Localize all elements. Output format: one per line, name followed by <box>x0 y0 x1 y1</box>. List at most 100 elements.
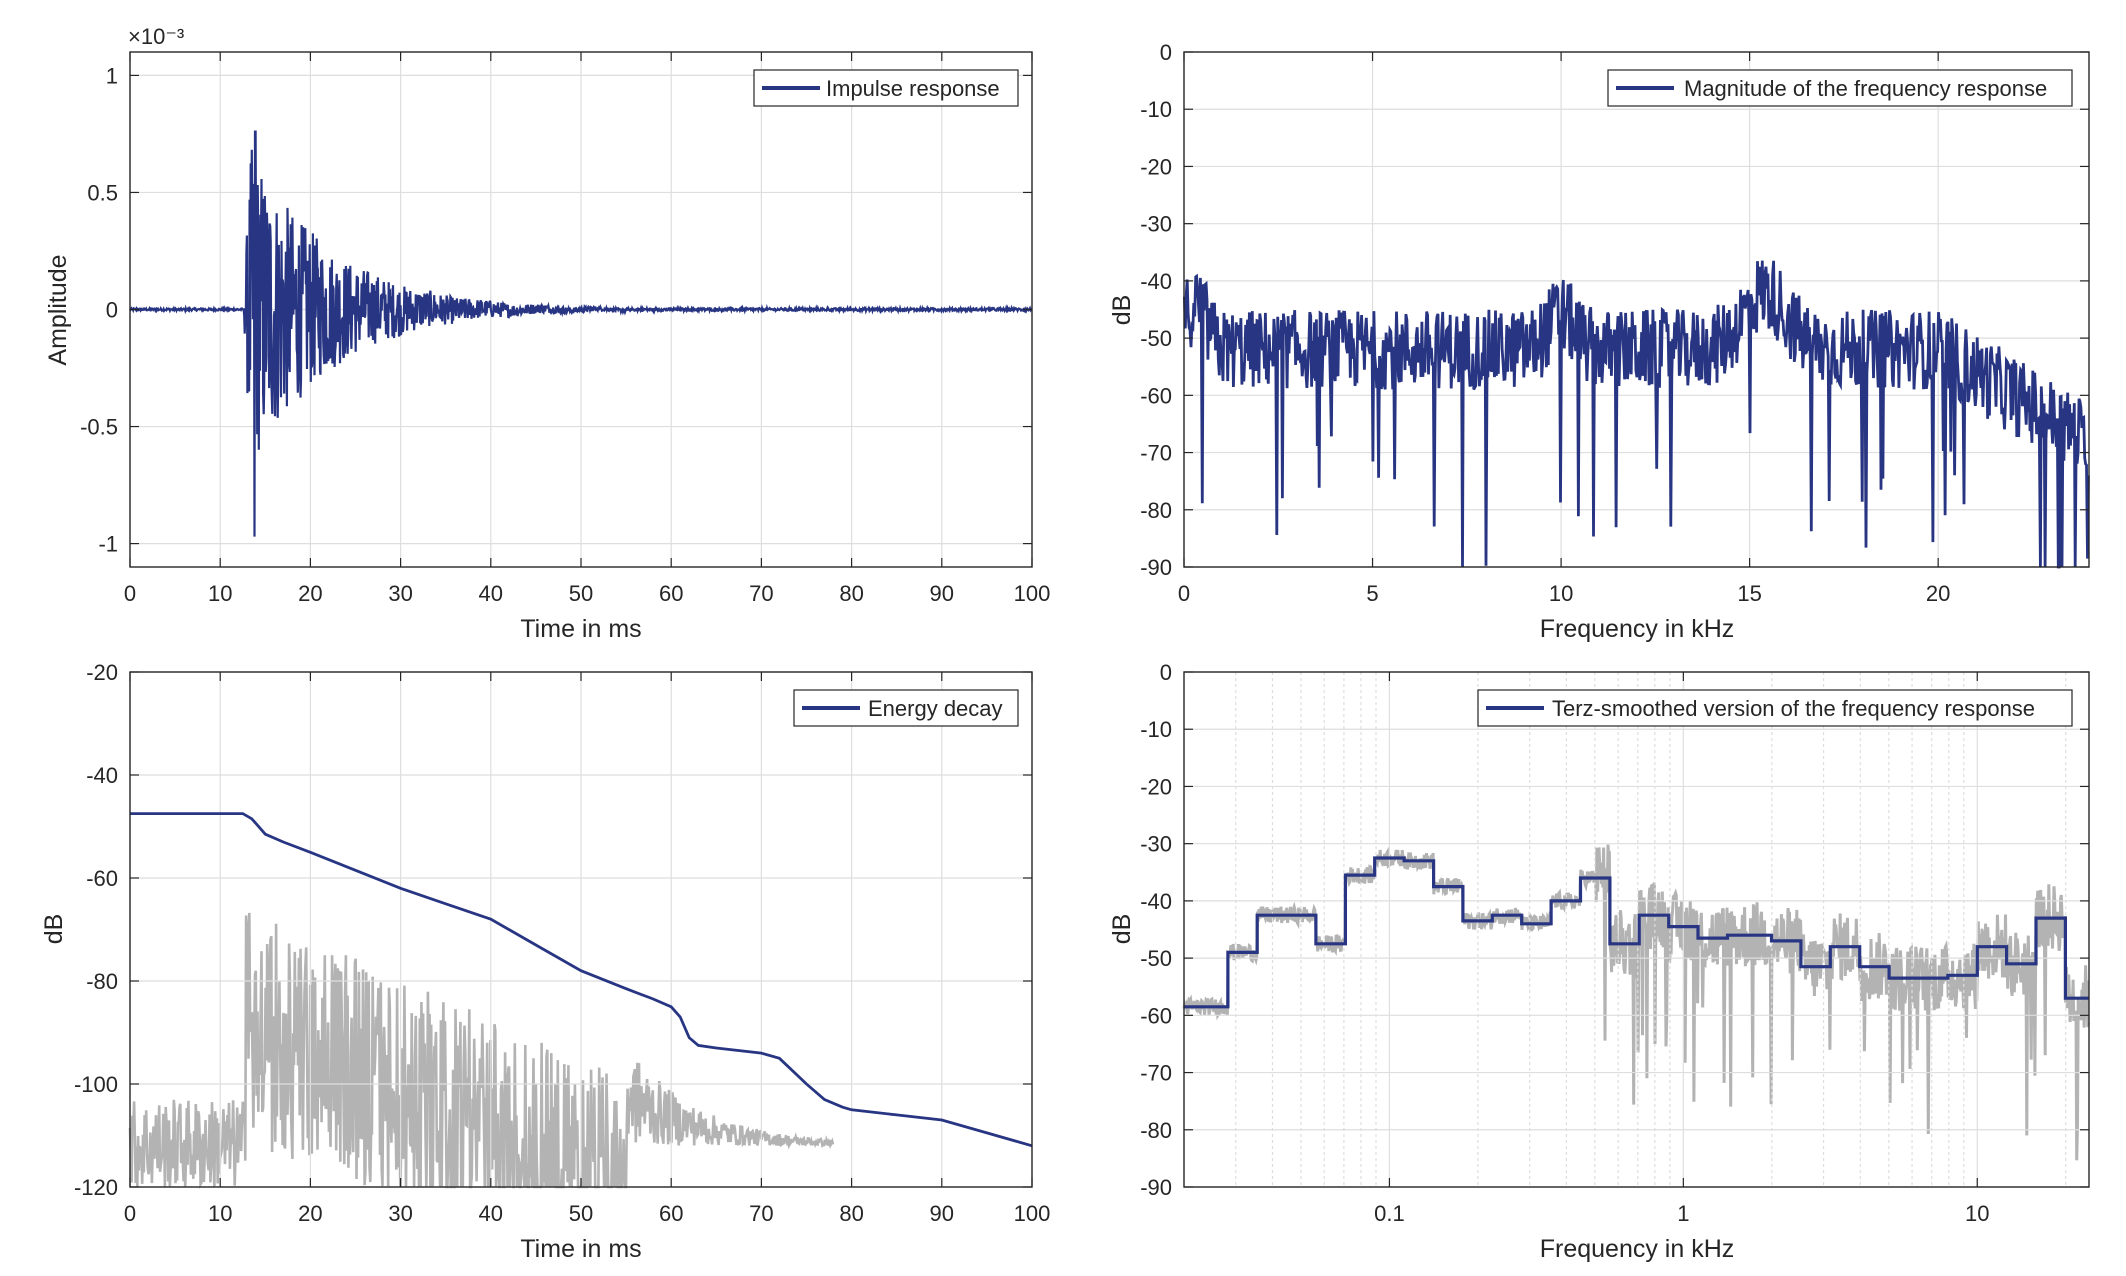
grid-lines <box>1183 51 2089 568</box>
x-tick-label: 50 <box>569 1201 593 1226</box>
y-tick-label: -30 <box>1140 832 1172 857</box>
y-exponent-label: ×10⁻³ <box>128 24 184 49</box>
y-tick-label: -60 <box>86 866 118 891</box>
y-tick-label: -20 <box>1140 154 1172 179</box>
x-tick-label: 0 <box>1178 581 1190 606</box>
axes-frame <box>1183 671 2090 1188</box>
legend-entry-magnitude: Magnitude of the frequency response <box>1684 76 2047 101</box>
impulse-response-line <box>129 130 1033 537</box>
axes-frame <box>1183 51 2090 568</box>
x-tick-label: 10 <box>1965 1201 1989 1226</box>
x-tick-labels: 0 5 10 15 20 <box>1178 581 1951 606</box>
x-axis-label: Frequency in kHz <box>1540 1235 1735 1263</box>
x-tick-label: 5 <box>1366 581 1378 606</box>
y-tick-label: -10 <box>1140 717 1172 742</box>
y-tick-label: -20 <box>1140 774 1172 799</box>
x-tick-label: 20 <box>1926 581 1950 606</box>
x-tick-label: 40 <box>479 581 503 606</box>
y-axis-label: dB <box>40 914 68 945</box>
y-axis-label: dB <box>1108 295 1136 326</box>
y-tick-label: -100 <box>74 1072 118 1097</box>
y-tick-label: 0 <box>1160 660 1172 685</box>
x-tick-label: 90 <box>930 1201 954 1226</box>
y-tick-labels: -20 -40 -60 -80 -100 -120 <box>74 660 118 1200</box>
y-tick-label: -50 <box>1140 946 1172 971</box>
x-tick-label: 90 <box>930 581 954 606</box>
x-tick-label: 80 <box>839 581 863 606</box>
y-tick-label: -40 <box>1140 889 1172 914</box>
legend-box <box>1607 69 2073 107</box>
y-tick-label: 0.5 <box>87 180 118 205</box>
y-tick-label: -90 <box>1140 555 1172 580</box>
x-tick-label: 70 <box>749 581 773 606</box>
y-axis-label: dB <box>1108 914 1136 945</box>
y-tick-label: 1 <box>106 63 118 88</box>
series-layer <box>1184 856 2089 1009</box>
axes-frame <box>129 671 1033 1188</box>
series-layer <box>129 130 1033 537</box>
y-tick-label: -40 <box>1140 269 1172 294</box>
x-tick-label: 0 <box>124 1201 136 1226</box>
y-tick-label: -10 <box>1140 97 1172 122</box>
x-tick-label: 60 <box>659 581 683 606</box>
y-tick-label: -70 <box>1140 1061 1172 1086</box>
legend-entry-terz-smoothed: Terz-smoothed version of the frequency r… <box>1552 696 2035 721</box>
y-tick-label: -50 <box>1140 326 1172 351</box>
legend-entry-energy-decay: Energy decay <box>868 696 1003 721</box>
x-tick-labels: 0.1 1 10 <box>1374 1201 1989 1226</box>
terz-smoothed-line <box>1184 856 2089 1009</box>
x-tick-label: 30 <box>388 1201 412 1226</box>
y-tick-label: -80 <box>86 969 118 994</box>
x-tick-label: 30 <box>388 581 412 606</box>
x-axis-label: Frequency in kHz <box>1540 615 1735 643</box>
y-axis-label: Amplitude <box>44 254 72 365</box>
legend-box <box>1477 689 2073 727</box>
energy-backdrop-line <box>128 912 835 1190</box>
x-tick-label: 80 <box>839 1201 863 1226</box>
y-tick-label: -20 <box>86 660 118 685</box>
x-tick-label: 20 <box>298 1201 322 1226</box>
y-tick-labels: 1 0.5 0 -0.5 -1 <box>80 63 118 556</box>
frequency-response-chart: 0 5 10 15 20 0 -10 -20 -30 -40 -50 -60 -70 -80 -90 Fr… <box>1108 40 2090 643</box>
x-tick-label: 10 <box>208 1201 232 1226</box>
axes-frame <box>129 51 1033 568</box>
plot-area-border <box>1183 671 2090 1188</box>
x-tick-label: 0 <box>124 581 136 606</box>
x-tick-label: 20 <box>298 581 322 606</box>
x-tick-label: 0.1 <box>1374 1201 1405 1226</box>
grid-lines <box>129 671 1033 1188</box>
plot-area-border <box>1183 51 2090 568</box>
x-tick-label: 1 <box>1677 1201 1689 1226</box>
chart-background-layer <box>1182 844 2090 1161</box>
y-tick-label: 0 <box>106 298 118 323</box>
x-tick-label: 100 <box>1014 1201 1051 1226</box>
x-tick-label: 10 <box>1549 581 1573 606</box>
y-tick-label: -60 <box>1140 1003 1172 1028</box>
y-tick-label: 0 <box>1160 40 1172 65</box>
energy-decay-chart: 0 10 20 30 40 50 60 70 80 90 100 -20-40-60-80-100-… <box>40 660 1050 1263</box>
legend: Terz-smoothed version of the frequency r… <box>1477 689 2073 727</box>
magnitude-line <box>1183 260 2090 569</box>
y-tick-label: -0.5 <box>80 415 118 440</box>
y-tick-label: -1 <box>98 532 118 557</box>
y-tick-label: -70 <box>1140 441 1172 466</box>
x-axis-label: Time in ms <box>520 615 641 643</box>
raw-response-backdrop-line <box>1182 844 2090 1161</box>
y-tick-label: -80 <box>1140 1118 1172 1143</box>
y-tick-label: -120 <box>74 1175 118 1200</box>
x-tick-label: 10 <box>208 581 232 606</box>
series-layer <box>1183 260 2090 569</box>
chart-background-layer <box>128 912 835 1190</box>
x-tick-labels: 0 10 20 30 40 50 60 70 80 90 100 <box>124 581 1050 606</box>
series-layer <box>130 812 1033 1148</box>
x-tick-label: 60 <box>659 1201 683 1226</box>
legend: Impulse response <box>753 69 1019 107</box>
legend: Magnitude of the frequency response <box>1607 69 2073 107</box>
legend: Energy decay <box>793 689 1019 727</box>
x-tick-label: 50 <box>569 581 593 606</box>
legend-entry-impulse-response: Impulse response <box>826 76 1000 101</box>
y-tick-labels: 0 -10 -20 -30 -40 -50 -60 -70 -80 -90 <box>1140 660 1172 1200</box>
x-tick-labels: 0 10 20 30 40 50 60 70 80 90 100 <box>124 1201 1050 1226</box>
y-tick-label: -30 <box>1140 212 1172 237</box>
